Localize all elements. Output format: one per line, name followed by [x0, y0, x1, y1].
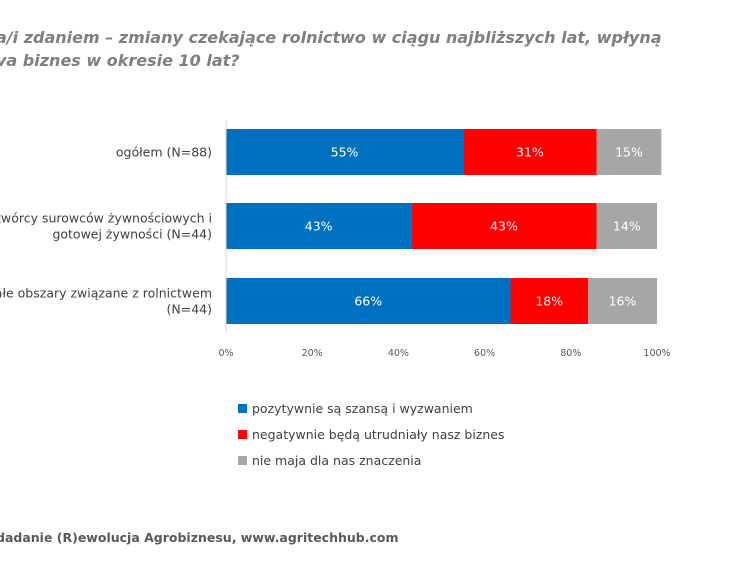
bar-segment — [596, 203, 657, 249]
legend-item: pozytywnie są szansą i wyzwaniem — [238, 395, 505, 421]
data-label: 16% — [609, 294, 637, 309]
category-label: ogółem (N=88) — [116, 145, 212, 160]
data-label: 18% — [535, 294, 563, 309]
legend-label: nie maja dla nas znaczenia — [252, 452, 422, 468]
data-label: 55% — [331, 145, 359, 160]
x-tick-label: 60% — [474, 348, 495, 359]
data-label: 43% — [490, 219, 518, 234]
x-tick-label: 80% — [560, 348, 581, 359]
bar-segment — [510, 278, 589, 324]
data-label: 66% — [354, 294, 382, 309]
legend-label: negatywnie będą utrudniały nasz biznes — [252, 426, 505, 442]
data-label: 31% — [516, 145, 544, 160]
bar-segment — [226, 203, 412, 249]
category-label: stałe obszary związane z rolnictwem (N=44… — [0, 286, 212, 317]
bar-segment — [596, 129, 662, 175]
legend-item: nie maja dla nas znaczenia — [238, 447, 505, 473]
data-label: 14% — [613, 219, 641, 234]
legend-item: negatywnie będą utrudniały nasz biznes — [238, 421, 505, 447]
category-label: ytwórcy surowców żywnościowych i gotowej … — [0, 211, 212, 242]
data-label: 15% — [615, 145, 643, 160]
footer-source: dadanie (R)ewolucja Agrobiznesu, www.agr… — [0, 530, 399, 545]
bar-segment — [588, 278, 657, 324]
chart-title: a/i zdaniem – zmiany czekające rolnictwo… — [0, 26, 750, 72]
title-line-2: va biznes w okresie 10 lat? — [0, 51, 240, 70]
stacked-bar-chart: 55% 31% 15% ogółem (N=88) 43% 43% 14% ytwórcy s… — [0, 120, 671, 359]
x-tick-label: 100% — [643, 348, 670, 359]
x-tick-label: 40% — [388, 348, 409, 359]
legend-swatch — [238, 403, 247, 413]
chart-legend: pozytywnie są szansą i wyzwaniem negatywn… — [238, 395, 505, 473]
legend-swatch — [238, 429, 247, 439]
bar-segment — [411, 203, 597, 249]
data-label: 43% — [305, 219, 333, 234]
title-line-1: a/i zdaniem – zmiany czekające rolnictwo… — [0, 28, 662, 47]
legend-swatch — [238, 455, 247, 465]
legend-label: pozytywnie są szansą i wyzwaniem — [252, 400, 473, 416]
bar-segment — [463, 129, 597, 175]
x-tick-label: 0% — [218, 348, 233, 359]
bar-segment — [226, 129, 464, 175]
bar-segment — [226, 278, 511, 324]
x-tick-label: 20% — [302, 348, 323, 359]
